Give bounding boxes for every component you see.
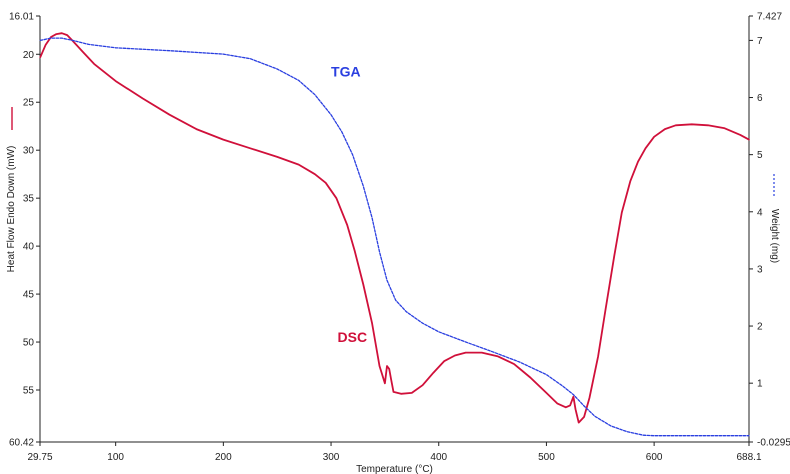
y-left-tick-label: 16.01 bbox=[9, 12, 34, 23]
y-right-tick-label: -0.02958 bbox=[757, 438, 790, 449]
ticks-layer: 29.75 100 200 300 400 500 600 688.116.012025303… bbox=[6, 12, 790, 474]
y-right-tick-label: 1 bbox=[757, 379, 763, 390]
x-tick-label: 400 bbox=[430, 452, 447, 463]
y-left-tick-label: 35 bbox=[23, 194, 35, 205]
tga-series-line bbox=[39, 37, 750, 437]
annotations-layer: TGA DSC bbox=[331, 63, 367, 345]
y-left-axis-title: Heat Flow Endo Down (mW) bbox=[6, 146, 17, 273]
tga-annotation: TGA bbox=[331, 63, 361, 79]
y-right-tick-label: 7 bbox=[757, 36, 763, 47]
y-right-tick-label: 2 bbox=[757, 322, 763, 333]
x-tick-label: 200 bbox=[215, 452, 232, 463]
x-tick-label: 688.1 bbox=[736, 452, 761, 463]
x-tick-label: 600 bbox=[646, 452, 663, 463]
y-right-tick-label: 3 bbox=[757, 264, 763, 275]
y-left-tick-label: 30 bbox=[23, 146, 35, 157]
y-right-axis-title: Weight (mg) bbox=[769, 209, 780, 263]
dsc-annotation: DSC bbox=[338, 329, 368, 345]
y-left-tick-label: 20 bbox=[23, 50, 35, 61]
x-tick-label: 100 bbox=[107, 452, 124, 463]
y-left-tick-label: 50 bbox=[23, 338, 35, 349]
x-axis-title: Temperature (°C) bbox=[356, 464, 433, 474]
x-tick-label: 500 bbox=[538, 452, 555, 463]
y-left-tick-label: 45 bbox=[23, 290, 35, 301]
dsc-series-line bbox=[39, 32, 750, 424]
y-right-tick-label: 5 bbox=[757, 150, 763, 161]
x-tick-label: 300 bbox=[323, 452, 340, 463]
axes-layer bbox=[39, 16, 750, 443]
series-layer bbox=[39, 32, 750, 437]
y-left-tick-label: 40 bbox=[23, 242, 35, 253]
y-right-tick-label: 6 bbox=[757, 93, 763, 104]
y-right-tick-label: 7.427 bbox=[757, 12, 782, 23]
y-right-tick-label: 4 bbox=[757, 207, 763, 218]
x-tick-label: 29.75 bbox=[27, 452, 52, 463]
y-left-tick-label: 25 bbox=[23, 98, 35, 109]
y-left-tick-label: 60.42 bbox=[9, 438, 34, 449]
y-left-tick-label: 55 bbox=[23, 386, 35, 397]
